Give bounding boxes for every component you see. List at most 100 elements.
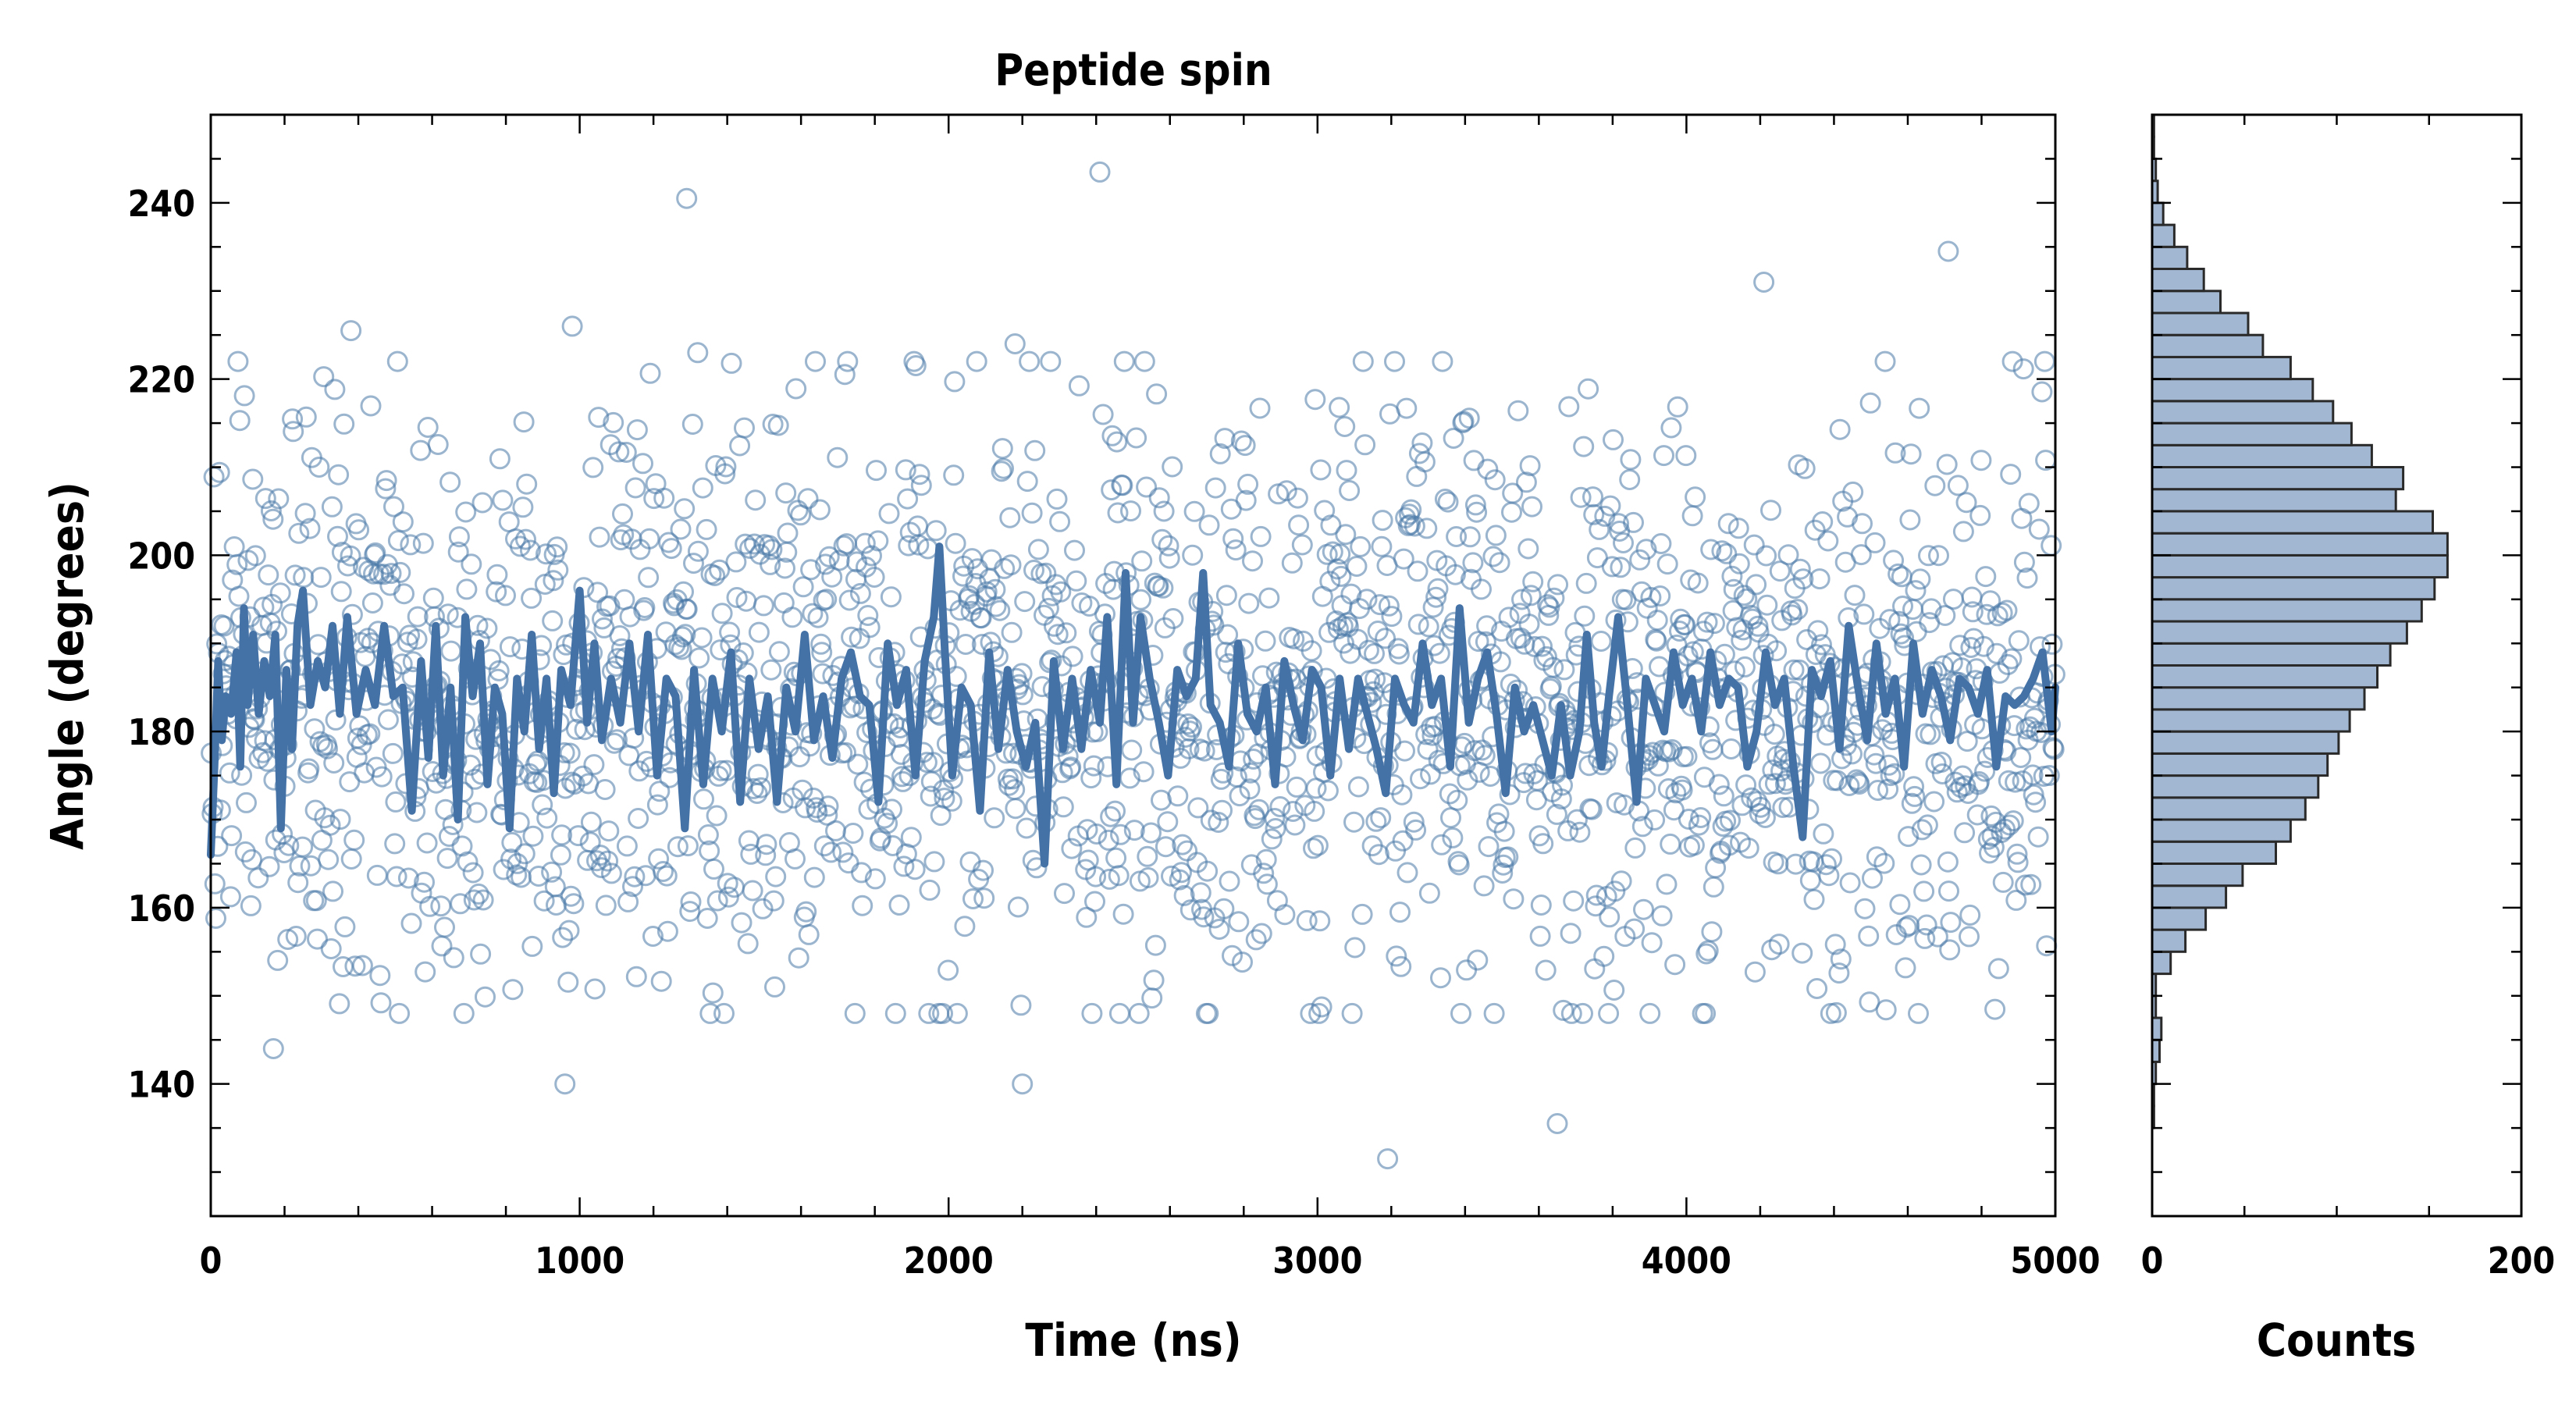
data-point (1742, 608, 1763, 630)
data-point (1584, 958, 1606, 980)
data-point (847, 753, 869, 775)
data-point (1695, 1002, 1717, 1024)
data-point (1543, 587, 1565, 609)
data-point (1911, 819, 1933, 841)
data-point (1464, 740, 1485, 762)
data-point (1889, 894, 1911, 916)
data-point (1464, 494, 1486, 516)
data-point (1249, 397, 1271, 419)
data-point (1890, 623, 1912, 645)
data-point (1904, 785, 1926, 807)
data-point (1560, 923, 1582, 944)
data-point (1535, 646, 1557, 667)
data-point (221, 825, 243, 847)
data-point (268, 488, 290, 510)
data-point (881, 799, 902, 820)
data-point (1649, 585, 1671, 606)
data-point (310, 567, 332, 589)
data-point (1101, 425, 1123, 446)
data-point (1169, 869, 1190, 891)
data-point (1900, 443, 1922, 465)
data-point (393, 583, 415, 605)
data-point (1522, 571, 1544, 592)
data-point (1234, 435, 1256, 457)
data-point (382, 742, 404, 764)
data-point (729, 435, 751, 457)
data-point (1910, 854, 1932, 876)
data-point (1026, 857, 1048, 879)
data-point (1696, 611, 1718, 633)
data-point (1258, 587, 1280, 609)
data-point (1222, 944, 1243, 966)
data-point (1529, 925, 1551, 947)
data-point (880, 586, 902, 608)
data-point (1418, 882, 1440, 904)
data-point (1284, 814, 1306, 836)
data-point (233, 385, 255, 407)
data-point (1352, 350, 1374, 372)
data-point (1061, 838, 1083, 859)
data-point (1153, 500, 1175, 522)
data-point (774, 557, 795, 579)
data-point (416, 832, 438, 854)
data-point (406, 628, 428, 650)
histogram-bar (2151, 664, 2379, 689)
data-point (1172, 834, 1194, 855)
data-point (1442, 827, 1464, 848)
data-point (1518, 614, 1540, 635)
data-point (1760, 500, 1781, 521)
data-point (676, 599, 698, 620)
data-point (1389, 902, 1411, 923)
histogram-bar (2151, 620, 2408, 645)
data-point (1137, 845, 1158, 867)
data-point (519, 539, 541, 561)
data-point (1240, 762, 1261, 784)
data-point (706, 890, 728, 912)
data-point (1291, 534, 1313, 556)
data-point (1367, 621, 1389, 642)
data-point (1640, 586, 1662, 608)
data-point (1112, 903, 1134, 925)
data-point (511, 866, 532, 888)
data-point (1866, 846, 1888, 868)
data-point (1489, 552, 1510, 574)
data-point (788, 746, 810, 768)
data-point (1969, 771, 1990, 792)
data-point (330, 581, 352, 603)
outlier-point (1004, 333, 1026, 354)
data-point (392, 511, 414, 533)
data-point (254, 488, 276, 510)
data-point (1824, 934, 1846, 955)
data-point (1603, 429, 1624, 450)
data-point (455, 501, 477, 523)
data-point (1471, 578, 1492, 600)
x-tick-label: 4000 (1642, 1240, 1731, 1282)
data-point (1320, 514, 1342, 536)
data-point (430, 895, 452, 917)
data-point (768, 641, 790, 663)
data-point (1254, 630, 1276, 652)
histogram-bar (2151, 422, 2353, 446)
data-point (1230, 430, 1252, 452)
data-point (1756, 545, 1777, 567)
data-point (656, 920, 678, 942)
data-point (795, 901, 817, 923)
data-point (476, 617, 498, 639)
histogram-bar (2151, 333, 2265, 358)
data-point (1916, 814, 1938, 836)
data-point (1010, 994, 1032, 1016)
data-point (1863, 744, 1885, 766)
data-point (470, 943, 492, 965)
data-point (1613, 532, 1634, 553)
data-point (1108, 1002, 1130, 1024)
data-point (1708, 774, 1730, 795)
data-point (532, 794, 553, 816)
data-point (616, 835, 638, 857)
data-point (528, 866, 550, 887)
data-point (557, 971, 579, 993)
data-point (1898, 826, 1920, 848)
data-point (1923, 791, 1945, 813)
data-point (1763, 724, 1785, 745)
data-point (984, 578, 1006, 600)
data-point (1155, 836, 1176, 858)
